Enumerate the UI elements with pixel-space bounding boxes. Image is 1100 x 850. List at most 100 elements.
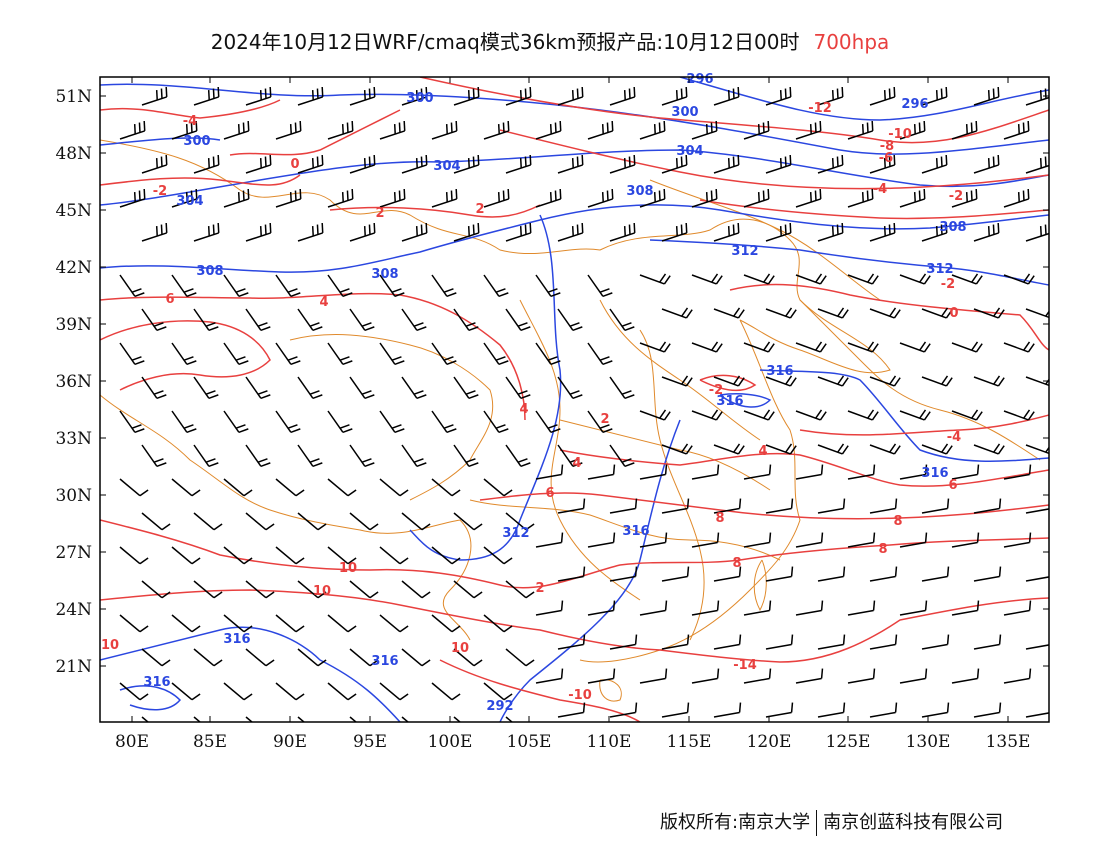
wind-barb xyxy=(401,648,431,667)
wind-barb xyxy=(817,566,846,582)
wind-barb xyxy=(691,668,720,684)
wind-barb xyxy=(297,580,327,599)
wind-barb xyxy=(1025,576,1049,582)
wind-barb xyxy=(119,342,145,366)
wind-barb xyxy=(431,342,457,366)
t-m4 xyxy=(100,99,281,119)
wind-barb xyxy=(609,376,635,400)
wind-barb xyxy=(275,188,302,208)
lon-label: 105E xyxy=(507,732,552,752)
wind-barb xyxy=(141,512,171,531)
wind-barb xyxy=(847,668,876,684)
wind-barb xyxy=(609,566,638,582)
wind-barb xyxy=(661,634,690,650)
wind-barb xyxy=(483,614,513,633)
wind-barb xyxy=(223,410,249,434)
wind-barb xyxy=(275,342,301,366)
wind-barb xyxy=(587,274,613,298)
wind-barb xyxy=(349,580,379,599)
wind-barb xyxy=(973,702,1002,718)
lon-label: 115E xyxy=(667,732,712,752)
wind-barb xyxy=(691,532,720,548)
gh-label: 308 xyxy=(196,264,223,279)
t-8 xyxy=(100,519,1049,589)
wind-barb xyxy=(401,154,428,174)
wind-barb xyxy=(713,375,745,387)
wind-barb xyxy=(297,86,324,106)
wind-barb xyxy=(921,702,950,718)
lat-label: 45N xyxy=(55,201,92,221)
wind-barb xyxy=(401,580,431,599)
wind-barb xyxy=(379,120,406,140)
wind-barb xyxy=(847,120,874,140)
wind-barb xyxy=(245,444,271,468)
wind-barb xyxy=(297,154,324,174)
wind-barb xyxy=(327,120,354,140)
wind-barb xyxy=(869,154,896,174)
wind-barb xyxy=(661,375,693,387)
map-frame xyxy=(99,76,1050,723)
temp-label: -10 xyxy=(888,127,912,142)
wind-barb xyxy=(795,273,827,285)
wind-barb xyxy=(453,308,479,332)
wind-barb xyxy=(119,546,149,565)
wind-barb xyxy=(973,222,1000,242)
coast-line xyxy=(579,319,801,663)
wind-barb xyxy=(847,532,876,548)
wind-barb xyxy=(921,566,950,582)
wind-barb xyxy=(639,188,666,208)
wind-barb xyxy=(899,600,928,616)
wind-barb xyxy=(795,668,824,684)
t-10-s xyxy=(439,659,641,722)
wind-barb xyxy=(119,410,145,434)
wind-barb xyxy=(171,546,201,565)
wind-barb xyxy=(557,444,583,468)
hainan xyxy=(599,679,622,702)
wind-barb xyxy=(817,702,846,718)
wind-barb xyxy=(639,668,668,684)
wind-barb xyxy=(327,682,357,701)
wind-barb xyxy=(817,307,849,319)
wind-barb xyxy=(327,410,353,434)
gh-label: 312 xyxy=(926,262,953,277)
wind-barb xyxy=(431,410,457,434)
wind-barb xyxy=(713,86,740,106)
wind-barb xyxy=(1003,409,1035,421)
lat-label: 51N xyxy=(55,87,92,107)
wind-barb xyxy=(223,546,253,565)
lat-label: 24N xyxy=(55,600,92,620)
wind-barb xyxy=(119,682,149,701)
wind-barb xyxy=(1003,273,1035,285)
wind-barb xyxy=(847,188,874,208)
gh-label: 304 xyxy=(176,194,203,209)
temp-label: -6 xyxy=(879,151,893,166)
wind-barb xyxy=(171,478,201,497)
wind-barb xyxy=(765,307,797,319)
province-b xyxy=(599,299,761,441)
wind-barb xyxy=(297,716,306,722)
wind-barb xyxy=(587,532,616,548)
wind-barb xyxy=(535,120,562,140)
wind-barb xyxy=(119,120,146,140)
gh-label: 312 xyxy=(731,244,758,259)
wind-barb xyxy=(223,342,249,366)
wind-barb xyxy=(609,222,636,242)
wind-barb xyxy=(691,273,723,285)
wind-barb xyxy=(431,120,458,140)
wind-barb xyxy=(1003,188,1030,208)
wind-barb xyxy=(661,86,688,106)
wind-barb xyxy=(505,154,532,174)
gh-label: 316 xyxy=(371,654,398,669)
wind-barb xyxy=(795,120,822,140)
gh-label: 316 xyxy=(223,632,250,647)
wind-barb xyxy=(1003,341,1035,353)
wind-barb xyxy=(453,512,483,531)
wind-barb xyxy=(431,546,461,565)
gh-label: 316 xyxy=(716,394,743,409)
wind-barb xyxy=(119,188,146,208)
wind-barb xyxy=(483,188,510,208)
wind-barb xyxy=(921,222,948,242)
wind-barb xyxy=(453,444,479,468)
province-c xyxy=(559,419,771,491)
